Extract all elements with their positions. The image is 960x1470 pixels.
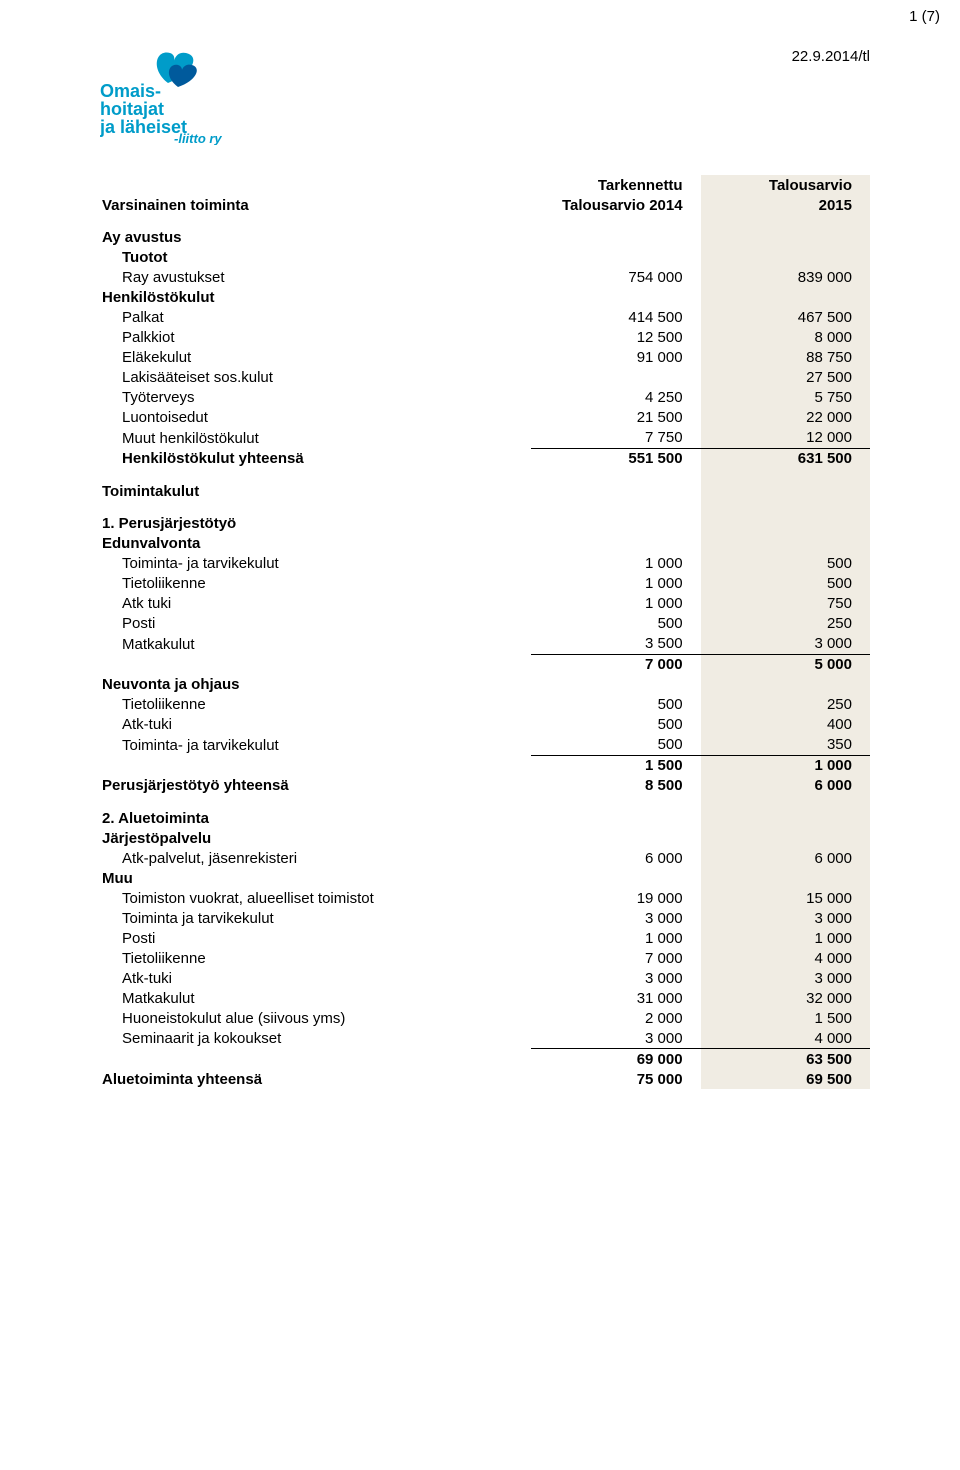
tuotot-header: Tuotot <box>100 248 870 268</box>
table-row: Eläkekulut91 00088 750 <box>100 348 870 368</box>
s1b-header: Neuvonta ja ohjaus <box>100 675 870 695</box>
table-row: Muut henkilöstökulut7 75012 000 <box>100 428 870 449</box>
s1a-header: Edunvalvonta <box>100 534 870 554</box>
logo-line2: hoitajat <box>100 99 164 119</box>
s1a-rows: Toiminta- ja tarvikekulut1 000500Tietoli… <box>100 554 870 655</box>
logo-line1: Omais- <box>100 81 161 101</box>
table-row: Tietoliikenne7 0004 000 <box>100 948 870 968</box>
col2-top: Talousarvio <box>701 175 870 195</box>
s2a-header: Järjestöpalvelu <box>100 828 870 848</box>
logo-icon: Omais- hoitajat ja läheiset -liitto ry <box>100 45 260 145</box>
table-row: Luontoisedut21 50022 000 <box>100 408 870 428</box>
tk-header: Toimintakulut <box>100 469 870 502</box>
table-row: Toiminta ja tarvikekulut3 0003 000 <box>100 908 870 928</box>
col1-top: Tarkennettu <box>531 175 700 195</box>
s1b-sum: 1 500 1 000 <box>100 755 870 776</box>
table-row: Tietoliikenne500250 <box>100 695 870 715</box>
table-row: Toiminta- ja tarvikekulut1 000500 <box>100 554 870 574</box>
col2-bot: 2015 <box>701 195 870 215</box>
s1-total: Perusjärjestötyö yhteensä 8 500 6 000 <box>100 776 870 796</box>
s2b-rows: Toimiston vuokrat, alueelliset toimistot… <box>100 888 870 1049</box>
s2-header: 2. Aluetoiminta <box>100 796 870 829</box>
table-row: Palkat414 500467 500 <box>100 308 870 328</box>
table-row: Atk-tuki3 0003 000 <box>100 968 870 988</box>
table-row: Huoneistokulut alue (siivous yms)2 0001 … <box>100 1008 870 1028</box>
s1b-rows: Tietoliikenne500250Atk-tuki500400Toimint… <box>100 695 870 756</box>
budget-table: Tarkennettu Talousarvio Varsinainen toim… <box>100 175 870 1089</box>
table-row: Tietoliikenne1 000500 <box>100 574 870 594</box>
s1-header: 1. Perusjärjestötyö <box>100 501 870 534</box>
table-row: Matkakulut3 5003 000 <box>100 634 870 655</box>
s2a-rows: Atk-palvelut, jäsenrekisteri6 0006 000 <box>100 848 870 868</box>
table-row: Atk-palvelut, jäsenrekisteri6 0006 000 <box>100 848 870 868</box>
page: 1 (7) 22.9.2014/tl Omais- hoitajat ja lä… <box>0 0 960 1119</box>
hk-header: Henkilöstökulut <box>100 288 870 308</box>
page-number: 1 (7) <box>909 8 940 25</box>
hk-total: Henkilöstökulut yhteensä 551 500 631 500 <box>100 448 870 469</box>
header-row-1: Tarkennettu Talousarvio <box>100 175 870 195</box>
table-row: Atk tuki1 000750 <box>100 594 870 614</box>
col1-bot: Talousarvio 2014 <box>531 195 700 215</box>
s2-total: Aluetoiminta yhteensä 75 000 69 500 <box>100 1069 870 1089</box>
s2b-header: Muu <box>100 868 870 888</box>
table-row: Toiminta- ja tarvikekulut500350 <box>100 735 870 756</box>
table-row: Matkakulut31 00032 000 <box>100 988 870 1008</box>
header-row-2: Varsinainen toiminta Talousarvio 2014 20… <box>100 195 870 215</box>
table-row: Posti500250 <box>100 614 870 634</box>
table-row: Atk-tuki500400 <box>100 715 870 735</box>
hk-rows: Palkat414 500467 500Palkkiot12 5008 000E… <box>100 308 870 449</box>
s2b-sum: 69 000 63 500 <box>100 1049 870 1070</box>
date-code: 22.9.2014/tl <box>792 48 870 65</box>
logo-tag: -liitto ry <box>174 131 222 145</box>
table-row: Posti1 0001 000 <box>100 928 870 948</box>
table-row: Ray avustukset 754 000 839 000 <box>100 268 870 288</box>
ay-avustus-header: Ay avustus <box>100 215 870 248</box>
s1a-sum: 7 000 5 000 <box>100 654 870 675</box>
logo: Omais- hoitajat ja läheiset -liitto ry <box>100 45 870 145</box>
table-row: Työterveys4 2505 750 <box>100 388 870 408</box>
table-row: Lakisääteiset sos.kulut27 500 <box>100 368 870 388</box>
table-row: Toimiston vuokrat, alueelliset toimistot… <box>100 888 870 908</box>
table-row: Palkkiot12 5008 000 <box>100 328 870 348</box>
title: Varsinainen toiminta <box>100 195 531 215</box>
table-row: Seminaarit ja kokoukset3 0004 000 <box>100 1028 870 1049</box>
